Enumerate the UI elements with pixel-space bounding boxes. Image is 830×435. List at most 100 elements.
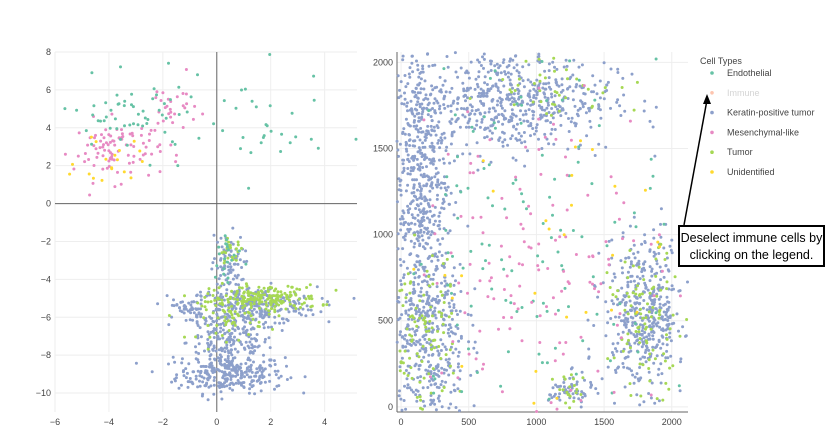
legend-label[interactable]: Immune <box>727 88 760 98</box>
scatter-point <box>247 346 251 350</box>
scatter-point <box>515 102 519 106</box>
scatter-point <box>592 324 596 327</box>
scatter-point <box>655 262 659 266</box>
scatter-point <box>268 296 272 300</box>
scatter-point <box>303 375 307 379</box>
scatter-point <box>550 127 554 131</box>
scatter-point <box>622 313 626 317</box>
scatter-point <box>177 85 181 89</box>
scatter-point <box>273 387 276 391</box>
scatter-point <box>460 390 464 394</box>
scatter-point <box>434 382 438 386</box>
legend-item[interactable]: Keratin-positive tumor <box>710 108 815 118</box>
scatter-point <box>426 309 430 313</box>
legend-item[interactable]: Tumor <box>710 147 753 157</box>
scatter-point <box>427 296 431 300</box>
scatter-point <box>684 334 688 338</box>
scatter-point <box>514 114 518 118</box>
scatter-point <box>419 286 423 290</box>
scatter-point <box>274 297 278 301</box>
scatter-point <box>418 342 422 346</box>
scatter-point <box>665 251 669 255</box>
scatter-point <box>652 228 656 232</box>
scatter-point <box>596 369 600 373</box>
scatter-point <box>312 98 316 102</box>
scatter-point <box>519 134 523 138</box>
scatter-point <box>264 307 268 311</box>
scatter-point <box>440 379 444 383</box>
scatter-point <box>537 117 541 121</box>
scatter-point <box>240 88 243 92</box>
scatter-point <box>588 119 592 123</box>
scatter-point <box>491 106 495 110</box>
scatter-point <box>636 250 640 254</box>
scatter-point <box>427 275 431 278</box>
scatter-point <box>678 334 682 338</box>
scatter-point <box>400 356 404 360</box>
scatter-point <box>443 94 447 98</box>
scatter-point <box>415 59 418 63</box>
legend-label[interactable]: Tumor <box>727 147 753 157</box>
scatter-point <box>566 87 569 91</box>
cell-types-legend[interactable]: Cell TypesEndothelialImmuneKeratin-posit… <box>700 56 815 177</box>
scatter-point <box>670 288 674 292</box>
legend-label[interactable]: Mesenchymal-like <box>727 127 799 137</box>
scatter-point <box>452 369 456 373</box>
scatter-point <box>152 87 156 91</box>
scatter-point <box>459 290 463 293</box>
scatter-point <box>587 255 591 259</box>
scatter-point <box>241 136 245 139</box>
scatter-point <box>194 377 198 381</box>
scatter-point <box>632 333 636 337</box>
scatter-point <box>404 369 408 372</box>
scatter-point <box>630 308 634 312</box>
scatter-point <box>234 374 238 378</box>
scatter-point <box>438 242 442 246</box>
scatter-point <box>506 95 510 99</box>
scatter-point <box>484 259 487 263</box>
scatter-point <box>267 312 271 316</box>
scatter-point <box>399 80 403 84</box>
scatter-point <box>236 325 240 329</box>
scatter-point <box>450 86 454 90</box>
scatter-point <box>412 124 416 128</box>
legend-item[interactable]: Endothelial <box>710 68 772 78</box>
scatter-point <box>138 149 142 153</box>
scatter-point <box>416 100 420 104</box>
scatter-point <box>430 141 434 145</box>
scatter-point <box>321 303 325 307</box>
scatter-point <box>573 145 577 149</box>
scatter-point <box>670 284 674 288</box>
scatter-point <box>209 340 213 344</box>
scatter-point <box>442 161 446 165</box>
scatter-point <box>173 360 177 364</box>
scatter-point <box>421 344 425 348</box>
scatter-point <box>265 124 269 128</box>
scatter-point <box>239 147 242 151</box>
scatter-point <box>468 97 472 100</box>
scatter-point <box>418 338 422 342</box>
legend-label[interactable]: Endothelial <box>727 68 772 78</box>
scatter-point <box>403 234 407 238</box>
scatter-point <box>431 282 435 286</box>
legend-item[interactable]: Unidentified <box>710 167 775 177</box>
scatter-point <box>409 239 413 243</box>
scatter-point <box>227 329 231 332</box>
legend-item[interactable]: Immune <box>710 88 760 98</box>
scatter-point <box>223 319 227 323</box>
scatter-point <box>434 268 438 272</box>
legend-label[interactable]: Unidentified <box>727 167 775 177</box>
scatter-point <box>208 343 212 347</box>
scatter-point <box>489 69 493 72</box>
scatter-point <box>191 307 195 311</box>
scatter-point <box>219 292 223 296</box>
scatter-point <box>221 321 225 325</box>
scatter-point <box>260 293 264 297</box>
scatter-point <box>240 376 243 380</box>
scatter-point <box>110 166 114 170</box>
scatter-point <box>212 327 216 331</box>
legend-item[interactable]: Mesenchymal-like <box>710 127 799 137</box>
scatter-point <box>94 133 97 137</box>
legend-label[interactable]: Keratin-positive tumor <box>727 108 815 118</box>
